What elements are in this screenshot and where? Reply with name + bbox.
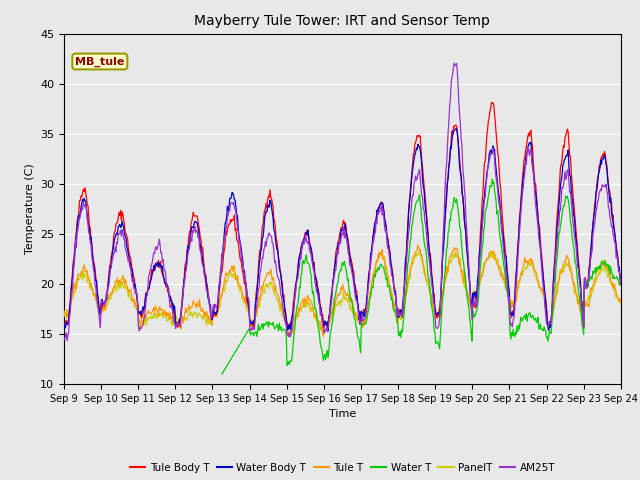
Y-axis label: Temperature (C): Temperature (C) (24, 163, 35, 254)
Title: Mayberry Tule Tower: IRT and Sensor Temp: Mayberry Tule Tower: IRT and Sensor Temp (195, 14, 490, 28)
Text: MB_tule: MB_tule (75, 56, 125, 67)
X-axis label: Time: Time (329, 409, 356, 419)
Legend: Tule Body T, Water Body T, Tule T, Water T, PanelT, AM25T: Tule Body T, Water Body T, Tule T, Water… (125, 458, 559, 477)
